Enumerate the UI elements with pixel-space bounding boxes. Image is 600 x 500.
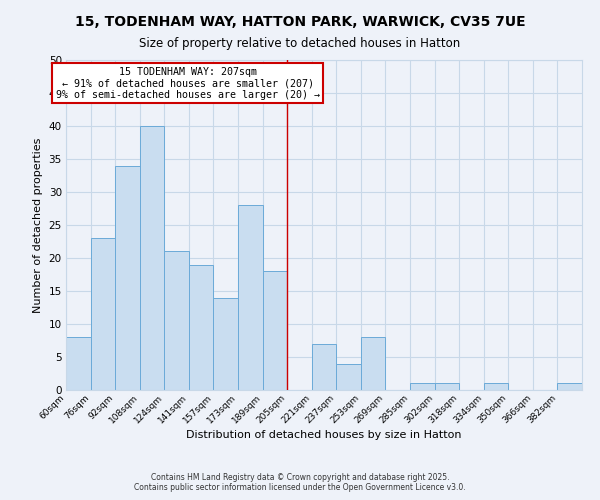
Bar — [557, 384, 582, 390]
Bar — [164, 252, 189, 390]
Bar — [189, 264, 214, 390]
Bar — [484, 384, 508, 390]
Bar — [361, 337, 385, 390]
Bar — [140, 126, 164, 390]
Bar — [410, 384, 434, 390]
Text: 15, TODENHAM WAY, HATTON PARK, WARWICK, CV35 7UE: 15, TODENHAM WAY, HATTON PARK, WARWICK, … — [74, 15, 526, 29]
Bar — [214, 298, 238, 390]
Text: Contains HM Land Registry data © Crown copyright and database right 2025.
Contai: Contains HM Land Registry data © Crown c… — [134, 473, 466, 492]
Text: Size of property relative to detached houses in Hatton: Size of property relative to detached ho… — [139, 38, 461, 51]
Bar — [312, 344, 336, 390]
Bar — [66, 337, 91, 390]
Bar — [263, 271, 287, 390]
X-axis label: Distribution of detached houses by size in Hatton: Distribution of detached houses by size … — [186, 430, 462, 440]
Text: 15 TODENHAM WAY: 207sqm
← 91% of detached houses are smaller (207)
9% of semi-de: 15 TODENHAM WAY: 207sqm ← 91% of detache… — [56, 66, 320, 100]
Bar — [238, 205, 263, 390]
Bar — [434, 384, 459, 390]
Bar — [336, 364, 361, 390]
Bar — [91, 238, 115, 390]
Bar — [115, 166, 140, 390]
Y-axis label: Number of detached properties: Number of detached properties — [33, 138, 43, 312]
